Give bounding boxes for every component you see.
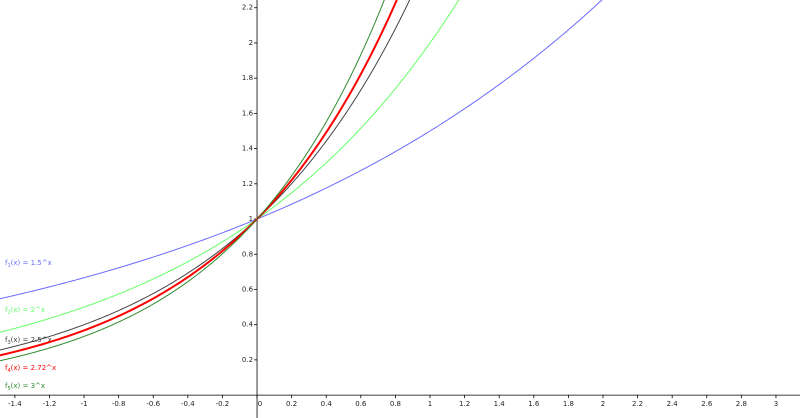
label-subscript: 5 bbox=[7, 386, 10, 392]
label-name: f bbox=[5, 364, 8, 372]
function-label: f2(x) = 2^x bbox=[5, 306, 45, 316]
x-tick-label: -0.6 bbox=[146, 400, 160, 408]
y-tick-label: 1 bbox=[249, 215, 253, 223]
y-tick-label: 2.2 bbox=[242, 4, 253, 12]
y-tick-label: 0.2 bbox=[242, 356, 253, 364]
x-tick-label: -0.8 bbox=[112, 400, 126, 408]
function-curve bbox=[0, 0, 411, 351]
x-tick-label: 2.4 bbox=[667, 400, 679, 408]
y-tick-label: 1.2 bbox=[242, 180, 253, 188]
y-tick-label: 2 bbox=[249, 39, 253, 47]
x-tick-label: 2 bbox=[601, 400, 605, 408]
label-name: f bbox=[5, 382, 8, 390]
x-tick-label: 2.2 bbox=[632, 400, 643, 408]
x-tick-label: 1.4 bbox=[494, 400, 506, 408]
function-curve bbox=[0, 0, 385, 362]
x-tick-label: 2.6 bbox=[701, 400, 713, 408]
x-tick-label: 1.6 bbox=[528, 400, 540, 408]
y-tick-label: 1.4 bbox=[242, 145, 254, 153]
label-subscript: 3 bbox=[7, 340, 10, 346]
x-tick-label: 0.4 bbox=[321, 400, 333, 408]
function-label: f1(x) = 1.5^x bbox=[5, 259, 52, 269]
x-tick-label: -1.2 bbox=[43, 400, 57, 408]
x-tick-label: 3 bbox=[774, 400, 778, 408]
x-tick-label: 0.2 bbox=[286, 400, 297, 408]
label-expression: (x) = 2^x bbox=[11, 306, 45, 314]
y-tick-label: 1.8 bbox=[242, 74, 253, 82]
x-tick-label: 0.8 bbox=[390, 400, 401, 408]
label-expression: (x) = 2.72^x bbox=[11, 364, 57, 372]
y-tick-label: 1.6 bbox=[242, 109, 254, 117]
function-curve bbox=[0, 0, 603, 300]
x-tick-label: 2.8 bbox=[736, 400, 747, 408]
label-expression: (x) = 2.5^x bbox=[11, 336, 52, 344]
x-tick-label: 1.2 bbox=[459, 400, 470, 408]
x-tick-label: 0 bbox=[258, 400, 262, 408]
label-expression: (x) = 3^x bbox=[11, 382, 45, 390]
function-curve bbox=[0, 0, 460, 333]
label-name: f bbox=[5, 306, 8, 314]
y-tick-label: 0.8 bbox=[242, 250, 253, 258]
label-subscript: 2 bbox=[7, 310, 10, 316]
function-label: f3(x) = 2.5^x bbox=[5, 336, 52, 346]
x-tick-label: 0.6 bbox=[355, 400, 367, 408]
label-name: f bbox=[5, 336, 8, 344]
label-subscript: 1 bbox=[7, 263, 10, 269]
x-tick-label: -0.4 bbox=[181, 400, 195, 408]
label-expression: (x) = 1.5^x bbox=[11, 259, 52, 267]
x-tick-label: 1 bbox=[428, 400, 432, 408]
y-tick-label: 0.4 bbox=[242, 321, 254, 329]
label-subscript: 4 bbox=[7, 368, 10, 374]
label-name: f bbox=[5, 259, 8, 267]
function-label: f4(x) = 2.72^x bbox=[5, 364, 56, 374]
x-tick-label: -1 bbox=[81, 400, 88, 408]
function-label: f5(x) = 3^x bbox=[5, 382, 45, 392]
y-tick-label: 0.6 bbox=[242, 285, 254, 293]
x-tick-label: 1.8 bbox=[563, 400, 574, 408]
function-curve bbox=[0, 0, 398, 357]
x-tick-label: -1.4 bbox=[8, 400, 22, 408]
x-tick-label: -0.2 bbox=[216, 400, 230, 408]
